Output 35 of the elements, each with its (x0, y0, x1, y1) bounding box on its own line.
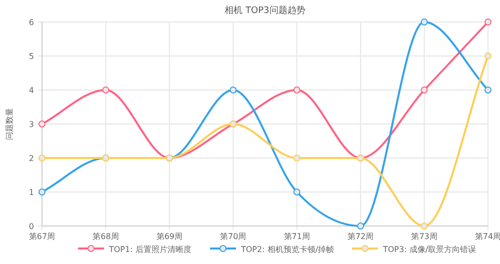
point (38, 154, 46, 162)
x-tick-label: 第70周 (220, 232, 246, 241)
point (420, 18, 428, 26)
point (230, 86, 237, 94)
point (357, 222, 364, 230)
x-tick-label: 第67周 (28, 232, 56, 241)
x-tick-label: 第71周 (284, 232, 310, 241)
y-tick-label: 2 (28, 154, 34, 163)
y-tick-label: 3 (28, 120, 34, 129)
point (38, 188, 46, 196)
y-axis-title: 问题数量 (5, 108, 14, 140)
x-tick-label: 第73周 (411, 232, 438, 241)
point (420, 222, 428, 230)
x-tick-label: 第72周 (347, 232, 374, 241)
x-tick-label: 第68周 (92, 232, 119, 241)
point (484, 86, 492, 94)
x-tick-label: 第69周 (156, 232, 183, 241)
point (293, 154, 300, 162)
legend-label: TOP3: 成像/取景方向错误 (382, 245, 476, 254)
y-tick-label: 6 (28, 18, 34, 27)
point (293, 188, 300, 196)
y-tick-label: 1 (28, 188, 34, 197)
chart-title: 相机 TOP3问题趋势 (224, 5, 306, 16)
x-tick-label: 第74周 (474, 232, 500, 241)
legend-label: TOP1: 后置照片清晰度 (108, 245, 192, 254)
point (420, 86, 428, 94)
legend-label: TOP2: 相机预览卡顿/掉帧 (240, 245, 334, 254)
point (293, 86, 300, 94)
point (102, 86, 110, 94)
y-tick-label: 5 (28, 52, 34, 61)
y-tick-label: 4 (28, 86, 34, 95)
point (38, 120, 46, 128)
point (484, 52, 492, 60)
y-tick-label: 0 (28, 222, 34, 231)
point (484, 18, 492, 26)
